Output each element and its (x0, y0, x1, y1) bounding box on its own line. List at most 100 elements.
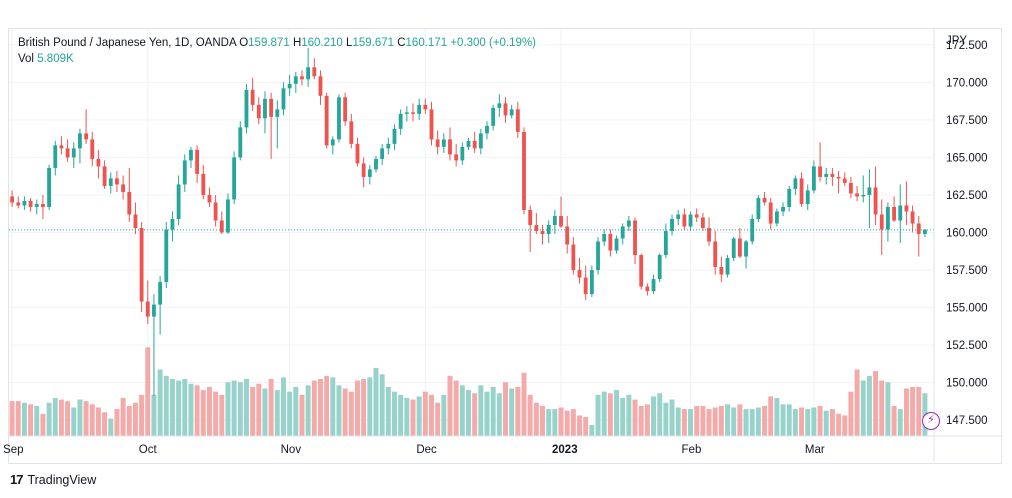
candle-body (300, 76, 304, 80)
volume-bar (89, 404, 95, 436)
candle-body (614, 238, 619, 251)
change-value: +0.300 (+0.19%) (450, 37, 536, 49)
high-label: H (292, 37, 302, 49)
candle-body (65, 148, 70, 158)
candle-body (108, 178, 113, 186)
volume-bar (577, 415, 583, 436)
candle-body (337, 97, 341, 140)
volume-bar (182, 379, 188, 436)
volume-bar (422, 391, 428, 436)
candle-body (916, 223, 921, 235)
candle-body (380, 148, 385, 159)
candle-body (318, 76, 323, 96)
candle-body (460, 146, 465, 161)
symbol-title[interactable]: British Pound / Japanese Yen, 1D, OANDA (18, 37, 236, 49)
candle-body (78, 133, 82, 149)
candle-body (16, 202, 21, 206)
candle-body (577, 270, 582, 278)
volume-bar (274, 390, 280, 436)
candle-body (639, 255, 644, 287)
volume-bar (305, 385, 311, 436)
candle-body (737, 238, 742, 257)
close-value: 160.171 (405, 37, 448, 49)
volume-bar (866, 375, 872, 436)
volume-bar (885, 382, 891, 436)
tradingview-brand[interactable]: 17 TradingView (10, 472, 96, 487)
volume-bar (848, 391, 854, 436)
volume-bar (792, 409, 798, 436)
candle-body (367, 169, 372, 177)
volume-bar (583, 417, 589, 436)
volume-bar (743, 409, 749, 436)
volume-label[interactable]: Vol (18, 53, 34, 65)
candle-body (34, 203, 39, 207)
candle-body (731, 238, 736, 259)
candle-body (719, 267, 724, 275)
candle-body (645, 286, 650, 292)
candle-body (189, 149, 193, 161)
volume-bar (95, 407, 101, 436)
axes: 172.500 170.000 167.500 165.000 162.500 160.0… (3, 29, 1001, 462)
volume-value: 5.809K (37, 53, 74, 65)
volume-bar (644, 404, 650, 436)
candle-body (608, 234, 613, 251)
volume-bar (219, 394, 225, 436)
volume-bar (126, 405, 132, 436)
candle-body (781, 206, 785, 212)
volume-bar (71, 407, 77, 436)
candle-body (226, 199, 230, 233)
candle-body (873, 187, 878, 215)
candle-body (256, 104, 261, 119)
replay-lightning-icon[interactable]: ⚡ (922, 412, 940, 430)
candle-body (571, 244, 576, 271)
candle-body (879, 214, 884, 230)
volume-bar (336, 385, 342, 436)
candle-body (522, 131, 526, 210)
volume-bar (200, 390, 206, 436)
candle-body (84, 133, 89, 140)
x-tick-label: Sep (3, 444, 23, 456)
grid-lines (9, 29, 934, 436)
candle-body (195, 149, 200, 174)
candle-body (47, 167, 52, 207)
candle-body (287, 83, 292, 89)
volume-bar (163, 375, 169, 436)
candle-body (324, 95, 329, 146)
candle-body (53, 145, 58, 168)
volume-bar (873, 371, 879, 436)
volume-bar (484, 391, 490, 436)
volume-bar (348, 391, 354, 436)
candle-body (213, 202, 218, 221)
candle-body (657, 255, 662, 280)
volume-bar (280, 377, 286, 436)
candle-body (127, 191, 132, 215)
candle-body (861, 194, 866, 197)
volume-bar (490, 386, 496, 436)
candle-body (10, 196, 14, 203)
volume-bar (879, 380, 885, 436)
volume-bar (638, 405, 644, 436)
volume-bar (114, 409, 120, 436)
candle-body (836, 176, 841, 179)
candle-body (361, 163, 366, 177)
candle-body (744, 241, 748, 257)
candle-body (250, 89, 255, 105)
volume-bar (681, 409, 687, 436)
volume-bar (441, 394, 447, 436)
candle-body (485, 125, 489, 134)
volume-bar (663, 402, 669, 436)
y-tick-label: 152.500 (946, 340, 988, 352)
candle-body (799, 178, 804, 204)
volume-bar (601, 391, 607, 436)
volume-bar (9, 401, 15, 436)
volume-bar (552, 409, 558, 436)
candle-body (164, 229, 169, 283)
candle-body (454, 154, 459, 161)
volume-bar (836, 413, 842, 436)
volume-bar (509, 388, 515, 436)
candle-body (892, 206, 896, 221)
candle-body (121, 184, 126, 192)
volume-bar (416, 396, 422, 436)
y-tick-label: 150.000 (946, 378, 988, 390)
